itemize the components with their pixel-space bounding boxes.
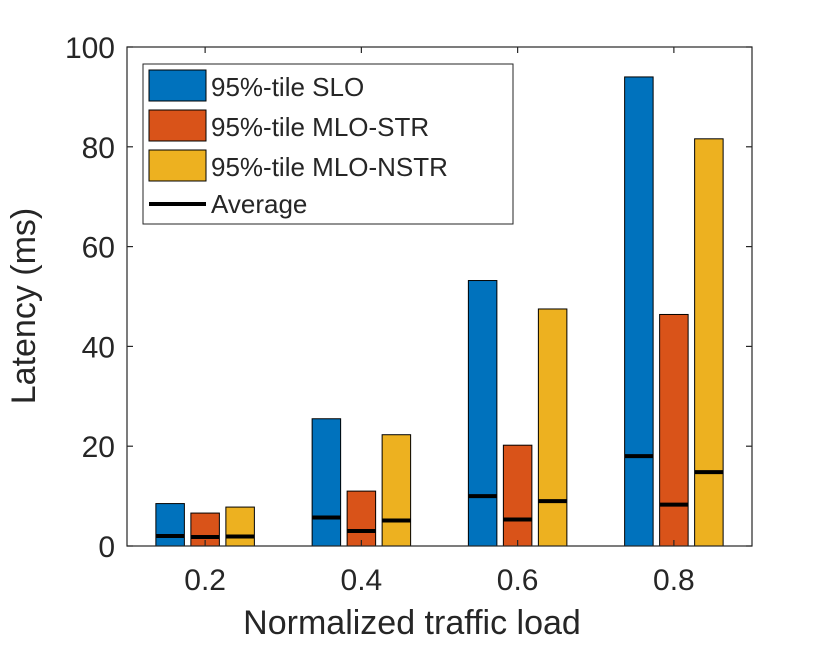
legend-swatch-mlo-str [148, 109, 207, 142]
bar-95-tile-mlo-str-0.8 [659, 313, 689, 547]
legend-swatch-mlo-nstr [148, 149, 207, 182]
y-tick-label: 80 [82, 132, 115, 165]
y-tick-label: 0 [98, 531, 115, 564]
legend-label-mlo-nstr: 95%-tile MLO-NSTR [211, 152, 448, 182]
bar-95-tile-mlo-nstr-0.6 [537, 308, 568, 547]
y-tick-label: 40 [82, 331, 115, 364]
y-tick-label: 60 [82, 232, 115, 265]
bar-95-tile-mlo-str-0.4 [346, 490, 377, 547]
x-tick-label: 0.6 [497, 564, 539, 597]
x-tick-label: 0.2 [184, 564, 226, 597]
legend-label-average: Average [211, 189, 307, 219]
y-axis-label: Latency (ms) [5, 208, 43, 405]
x-tick-label: 0.4 [341, 564, 383, 597]
legend: 95%-tile SLO 95%-tile MLO-STR 95%-tile M… [142, 63, 514, 225]
y-axis-ticks: 0 20 40 60 80 100 [65, 32, 752, 564]
bars-group [155, 76, 724, 547]
bar-95-tile-slo-0.2 [155, 503, 185, 547]
legend-label-slo: 95%-tile SLO [211, 72, 364, 102]
x-axis-label: Normalized traffic load [243, 604, 581, 642]
legend-label-mlo-str: 95%-tile MLO-STR [211, 112, 429, 142]
bar-95-tile-slo-0.8 [624, 76, 654, 547]
bar-95-tile-mlo-nstr-0.2 [225, 506, 255, 547]
y-tick-label: 20 [82, 431, 115, 464]
average-markers-group [155, 454, 724, 540]
bar-95-tile-mlo-nstr-0.8 [694, 138, 724, 547]
bar-95-tile-slo-0.4 [311, 418, 342, 547]
x-tick-label: 0.8 [653, 564, 695, 597]
x-axis-ticks: 0.2 0.4 0.6 0.8 [184, 47, 695, 597]
y-tick-label: 100 [65, 32, 115, 65]
legend-swatch-slo [148, 69, 207, 102]
axes-box [126, 46, 753, 547]
bar-95-tile-mlo-str-0.6 [502, 444, 533, 547]
bar-95-tile-mlo-nstr-0.4 [381, 434, 412, 547]
bar-95-tile-slo-0.6 [467, 280, 498, 547]
